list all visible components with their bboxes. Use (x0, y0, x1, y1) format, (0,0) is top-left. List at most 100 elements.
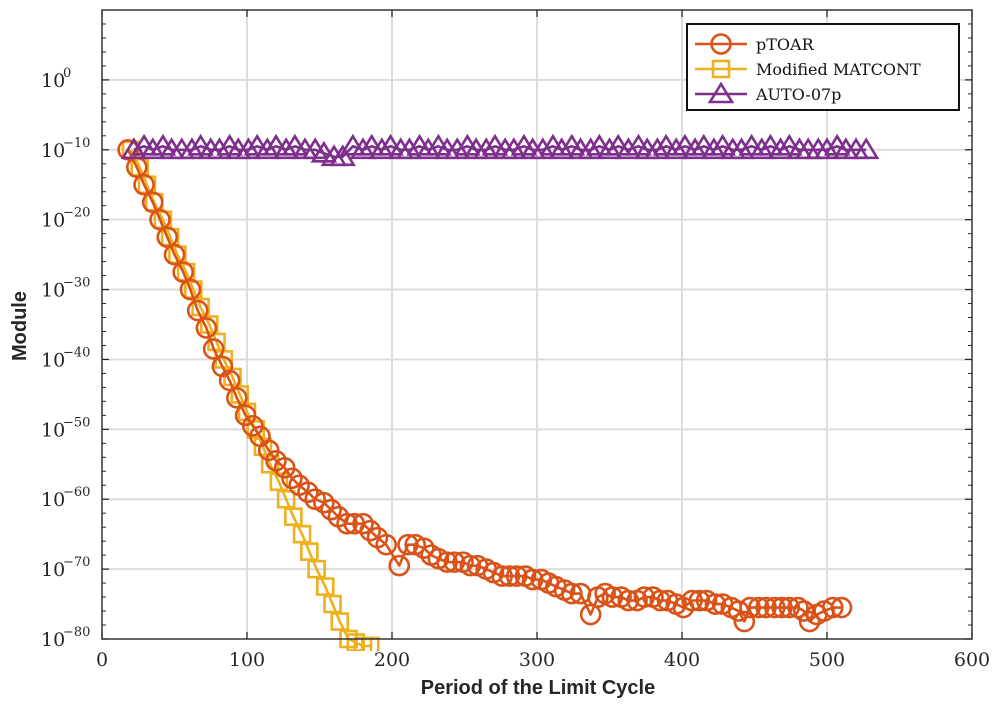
series-auto-07p (120, 133, 880, 167)
y-tick-base: 10 (41, 419, 65, 441)
y-tick-base: 10 (41, 210, 65, 232)
legend-entry: Modified MATCONT (695, 59, 921, 79)
data-point (755, 596, 777, 619)
y-tick-base: 10 (41, 140, 65, 162)
data-point (681, 137, 709, 160)
data-point (397, 533, 419, 556)
series-layer (117, 133, 880, 651)
legend-entries: pTOAR Modified MATCONT AUTO-07p (695, 33, 921, 104)
data-point (733, 610, 756, 633)
data-point (313, 491, 335, 514)
y-tick-exponent: −30 (63, 276, 90, 291)
data-point (633, 586, 656, 608)
y-tick-label: 10−50 (41, 415, 90, 441)
data-point (330, 612, 350, 631)
data-point (830, 596, 853, 619)
data-point (500, 137, 528, 160)
data-point (329, 144, 357, 167)
data-point (491, 565, 514, 587)
data-point (443, 551, 466, 573)
y-tick-exponent: −60 (63, 485, 90, 500)
data-point (323, 594, 342, 614)
data-point (596, 137, 623, 160)
data-point (388, 554, 411, 577)
y-tick-label: 10−80 (41, 625, 90, 651)
data-point (349, 137, 377, 160)
data-point (226, 387, 248, 409)
data-point (178, 137, 206, 160)
data-point (260, 454, 280, 474)
data-point (320, 498, 342, 521)
legend-label: Modified MATCONT (756, 60, 921, 79)
data-point (548, 137, 575, 160)
y-tick-label: 10−10 (41, 136, 90, 162)
data-point (560, 582, 583, 605)
data-point (281, 467, 303, 490)
x-tick-label: 100 (229, 649, 265, 671)
data-point (681, 589, 703, 612)
legend-entry: AUTO-07p (695, 81, 841, 104)
x-axis-title: Period of the Limit Cycle (421, 677, 655, 699)
data-point (704, 593, 727, 615)
data-point (748, 596, 770, 619)
data-point (443, 137, 471, 160)
data-point (120, 137, 148, 160)
y-tick-label: 10−30 (41, 276, 90, 302)
data-point (577, 137, 604, 160)
data-point (276, 489, 296, 509)
data-point (235, 137, 262, 160)
data-point (195, 317, 218, 339)
data-point (206, 137, 233, 160)
y-tick-base: 10 (41, 559, 65, 581)
data-point (202, 338, 225, 360)
data-point (368, 137, 396, 160)
data-point (763, 596, 786, 619)
y-tick-label: 10−40 (41, 345, 90, 371)
data-point (505, 565, 528, 587)
legend-label: pTOAR (756, 35, 815, 54)
x-tick-label: 200 (374, 649, 410, 671)
data-point (253, 137, 281, 160)
data-point (307, 559, 326, 579)
legend-label: AUTO-07p (755, 85, 841, 104)
y-tick-base: 10 (41, 489, 65, 511)
data-point (688, 589, 711, 612)
grid (102, 10, 972, 639)
data-point (748, 137, 776, 160)
data-point (739, 596, 761, 619)
y-tick-exponent: 0 (63, 66, 71, 81)
data-point (300, 542, 319, 561)
legend-entry: pTOAR (695, 33, 815, 55)
x-tick-label: 600 (954, 649, 990, 671)
data-point (728, 137, 755, 160)
x-tick-label: 400 (664, 649, 700, 671)
y-tick-exponent: −50 (63, 415, 90, 430)
data-point (414, 137, 442, 160)
data-point (852, 137, 880, 160)
data-point (396, 137, 423, 160)
data-point (413, 537, 435, 559)
data-point (472, 137, 500, 160)
data-point (297, 481, 319, 504)
data-point (662, 137, 690, 160)
legend-marker (707, 81, 735, 104)
data-point (436, 551, 458, 573)
data-point (459, 554, 482, 577)
data-point (521, 568, 544, 591)
tick-labels: 0 100 200 300 400 500 60010010−1010−2010−3010−… (41, 66, 990, 671)
data-point (601, 586, 624, 608)
y-tick-exponent: −70 (63, 555, 90, 570)
data-point (315, 577, 335, 596)
x-tick-label: 300 (519, 649, 555, 671)
series-ptoar (117, 138, 853, 633)
y-tick-exponent: −10 (63, 136, 90, 151)
data-point (649, 589, 672, 612)
x-tick-label: 0 (96, 649, 108, 671)
y-tick-label: 10−20 (41, 206, 90, 232)
data-point (246, 420, 265, 439)
data-point (336, 512, 358, 535)
legend-box (686, 23, 960, 111)
legend: pTOAR Modified MATCONT AUTO-07p (686, 23, 960, 111)
